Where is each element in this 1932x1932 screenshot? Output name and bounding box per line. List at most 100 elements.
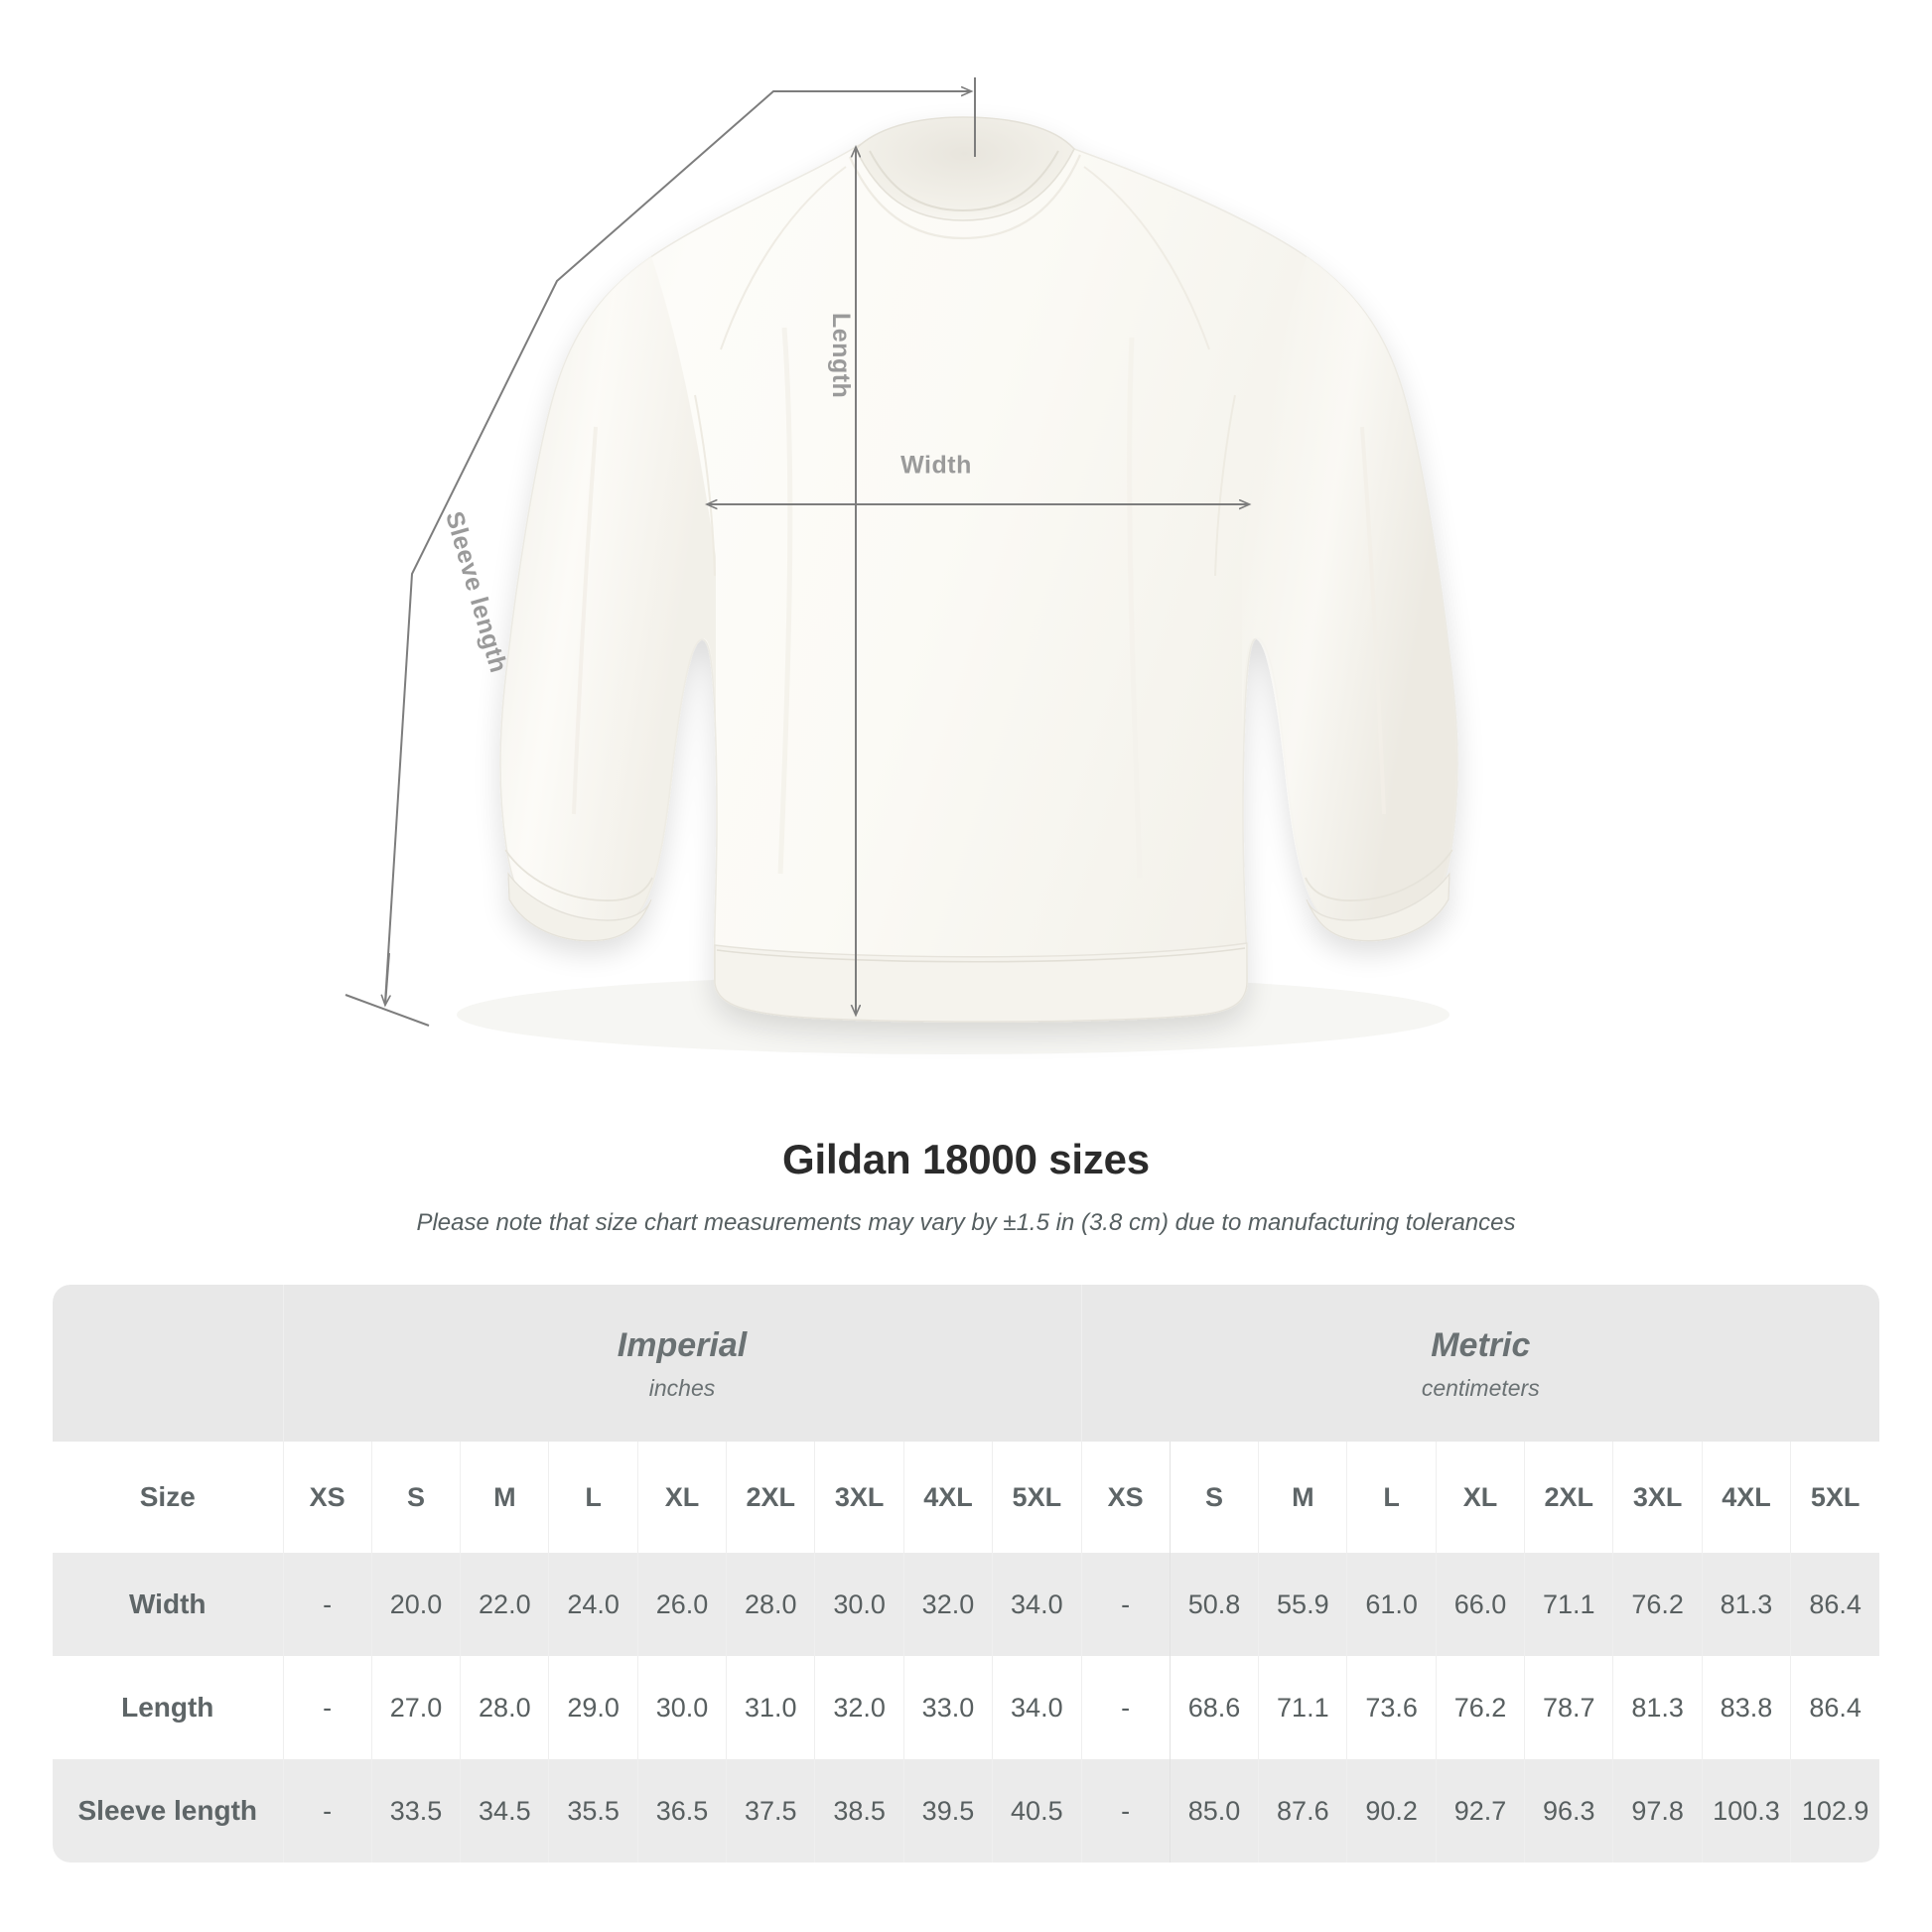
width-dimension-label: Width [900,451,972,480]
table-row: Length -27.0 28.0 29.0 30.0 31.0 32.0 33.0 34.0-… [53,1656,1880,1759]
cell-length-imperial-2xl: 31.0 [726,1656,816,1759]
length-dimension-label: Length [827,313,855,399]
cell-width-imperial-5xl: 34.0 [992,1553,1082,1656]
sleeve-length-guide [345,77,976,1027]
row-label-width: Width [53,1553,284,1656]
unit-sub-imperial: inches [648,1374,716,1401]
size-header-imperial-l: L [548,1442,638,1553]
table-row: Sleeve length -33.5 34.5 35.5 36.5 37.5 38.5 39… [53,1759,1880,1863]
cell-length-imperial-l: 29.0 [548,1656,638,1759]
cell-length-metric-xs: - [1081,1656,1171,1759]
cell-length-imperial-5xl: 34.0 [992,1656,1082,1759]
size-header-imperial-4xl: 4XL [903,1442,994,1553]
size-header-imperial-xl: XL [637,1442,728,1553]
tolerance-note: Please note that size chart measurements… [416,1209,1516,1236]
table-corner-cell [53,1285,284,1442]
cell-sleeve-length-metric-2xl: 96.3 [1524,1759,1614,1863]
size-header-imperial-2xl: 2XL [726,1442,816,1553]
size-header-metric-4xl: 4XL [1702,1442,1792,1553]
cell-sleeve-length-imperial-4xl: 39.5 [903,1759,994,1863]
size-header-metric-5xl: 5XL [1790,1442,1880,1553]
size-header-imperial-s: S [371,1442,462,1553]
page-title: Gildan 18000 sizes [782,1136,1150,1182]
cell-width-metric-s: 50.8 [1170,1553,1260,1656]
cell-length-metric-xl: 76.2 [1436,1656,1526,1759]
cell-sleeve-length-imperial-5xl: 40.5 [992,1759,1082,1863]
size-header-imperial-m: M [460,1442,550,1553]
cell-sleeve-length-imperial-l: 35.5 [548,1759,638,1863]
cell-sleeve-length-metric-s: 85.0 [1170,1759,1260,1863]
size-header-metric-xl: XL [1436,1442,1526,1553]
cell-length-imperial-xs: - [283,1656,372,1759]
cell-width-metric-xl: 66.0 [1436,1553,1526,1656]
garment-diagram: Length Width Sleeve length [345,77,1458,1054]
cell-width-imperial-2xl: 28.0 [726,1553,816,1656]
cell-sleeve-length-metric-3xl: 97.8 [1612,1759,1703,1863]
table-row: Width -20.0 22.0 24.0 26.0 28.0 30.0 32.0 34.0-5… [53,1553,1880,1656]
cell-length-metric-5xl: 86.4 [1790,1656,1880,1759]
cell-sleeve-length-imperial-m: 34.5 [460,1759,550,1863]
table-head: Imperial inches Metric centimeters Size … [53,1285,1880,1553]
cell-sleeve-length-metric-4xl: 100.3 [1702,1759,1792,1863]
size-header-metric-m: M [1258,1442,1348,1553]
cell-width-metric-4xl: 81.3 [1702,1553,1792,1656]
cell-sleeve-length-imperial-3xl: 38.5 [814,1759,904,1863]
cell-width-imperial-xl: 26.0 [637,1553,728,1656]
cell-length-metric-s: 68.6 [1170,1656,1260,1759]
sweatshirt-illustration [345,77,1458,1054]
cell-length-metric-2xl: 78.7 [1524,1656,1614,1759]
cell-width-metric-5xl: 86.4 [1790,1553,1880,1656]
cell-length-imperial-s: 27.0 [371,1656,462,1759]
row-label-sleeve-length: Sleeve length [53,1759,284,1863]
unit-sub-metric: centimeters [1421,1374,1540,1401]
size-chart-table: Imperial inches Metric centimeters Size … [53,1285,1880,1863]
cell-sleeve-length-metric-l: 90.2 [1346,1759,1437,1863]
size-header-metric-l: L [1346,1442,1437,1553]
cell-width-imperial-m: 22.0 [460,1553,550,1656]
title-block: Gildan 18000 sizes Please note that size… [0,1122,1932,1237]
cell-length-imperial-xl: 30.0 [637,1656,728,1759]
cell-length-imperial-3xl: 32.0 [814,1656,904,1759]
cell-sleeve-length-metric-xl: 92.7 [1436,1759,1526,1863]
cell-length-metric-m: 71.1 [1258,1656,1348,1759]
size-header-imperial-3xl: 3XL [814,1442,904,1553]
size-chart-table-wrapper: Imperial inches Metric centimeters Size … [53,1285,1880,1863]
size-header-metric-s: S [1170,1442,1260,1553]
table-body: Width -20.0 22.0 24.0 26.0 28.0 30.0 32.0 34.0-5… [53,1553,1880,1863]
unit-header-row: Imperial inches Metric centimeters [53,1285,1880,1442]
cell-sleeve-length-metric-xs: - [1081,1759,1171,1863]
cell-width-metric-2xl: 71.1 [1524,1553,1614,1656]
measurement-guides [345,77,1249,1027]
unit-system-imperial: Imperial [617,1326,748,1365]
sweatshirt-shape [499,116,1458,1023]
size-header-row: Size XS S M L XL 2XL 3XL 4XL 5XL XS S M L XL 2XL 3XL 4XL… [53,1442,1880,1553]
cell-sleeve-length-imperial-xl: 36.5 [637,1759,728,1863]
cell-width-imperial-3xl: 30.0 [814,1553,904,1656]
cell-width-metric-l: 61.0 [1346,1553,1437,1656]
cell-width-imperial-s: 20.0 [371,1553,462,1656]
cell-length-metric-l: 73.6 [1346,1656,1437,1759]
size-header-metric-3xl: 3XL [1612,1442,1703,1553]
cell-length-imperial-m: 28.0 [460,1656,550,1759]
unit-group-metric: Metric centimeters [1081,1285,1880,1442]
cell-length-imperial-4xl: 33.0 [903,1656,994,1759]
size-header-imperial-xs: XS [283,1442,372,1553]
cell-sleeve-length-imperial-2xl: 37.5 [726,1759,816,1863]
cell-width-metric-m: 55.9 [1258,1553,1348,1656]
unit-group-imperial: Imperial inches [283,1285,1082,1442]
cell-length-metric-4xl: 83.8 [1702,1656,1792,1759]
cell-width-imperial-xs: - [283,1553,372,1656]
cell-width-metric-xs: - [1081,1553,1171,1656]
row-label-length: Length [53,1656,284,1759]
cell-width-imperial-4xl: 32.0 [903,1553,994,1656]
size-header-metric-xs: XS [1081,1442,1171,1553]
cell-width-imperial-l: 24.0 [548,1553,638,1656]
cell-sleeve-length-metric-m: 87.6 [1258,1759,1348,1863]
cell-length-metric-3xl: 81.3 [1612,1656,1703,1759]
cell-width-metric-3xl: 76.2 [1612,1553,1703,1656]
size-header-metric-2xl: 2XL [1524,1442,1614,1553]
unit-system-metric: Metric [1431,1326,1531,1365]
cell-sleeve-length-imperial-s: 33.5 [371,1759,462,1863]
cell-sleeve-length-metric-5xl: 102.9 [1790,1759,1880,1863]
cell-sleeve-length-imperial-xs: - [283,1759,372,1863]
